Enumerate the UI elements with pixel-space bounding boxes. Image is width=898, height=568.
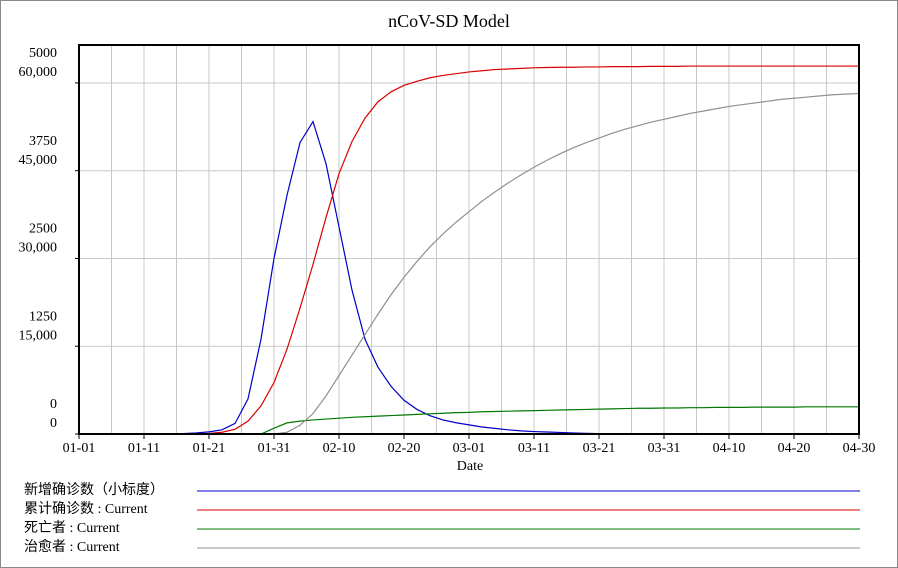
x-axis-label: Date: [457, 459, 483, 474]
x-tick-label: 01-31: [258, 441, 291, 456]
x-tick-label: 01-11: [128, 441, 160, 456]
x-tick-label: 04-30: [843, 441, 876, 456]
x-tick-label: 02-20: [388, 441, 421, 456]
y-tick-label: 3750: [29, 134, 57, 149]
chart-title: nCoV-SD Model: [388, 11, 510, 31]
y-tick-label: 0: [50, 397, 57, 412]
legend-label: 新增确诊数（小标度）: [24, 482, 164, 498]
legend-label: 死亡者 : Current: [24, 520, 120, 536]
y-tick-label: 1250: [29, 309, 57, 324]
x-tick-label: 01-21: [193, 441, 226, 456]
y2-tick-label: 30,000: [19, 241, 58, 256]
x-tick-label: 03-31: [648, 441, 681, 456]
x-tick-label: 03-01: [453, 441, 486, 456]
y2-tick-label: 0: [50, 416, 57, 431]
plot-border: [78, 44, 860, 435]
x-tick-label: 01-01: [63, 441, 96, 456]
x-tick-label: 04-20: [778, 441, 811, 456]
x-tick-label: 03-11: [518, 441, 550, 456]
legend-label: 治愈者 : Current: [24, 539, 120, 555]
x-tick-label: 04-10: [713, 441, 746, 456]
x-tick-label: 03-21: [583, 441, 616, 456]
y2-tick-label: 45,000: [19, 153, 58, 168]
legend-label: 累计确诊数 : Current: [24, 501, 148, 517]
y-tick-label: 2500: [29, 222, 57, 237]
y-tick-label: 5000: [29, 46, 57, 61]
y2-tick-label: 60,000: [19, 65, 58, 80]
x-tick-label: 02-10: [323, 441, 356, 456]
y2-tick-label: 15,000: [19, 328, 58, 343]
